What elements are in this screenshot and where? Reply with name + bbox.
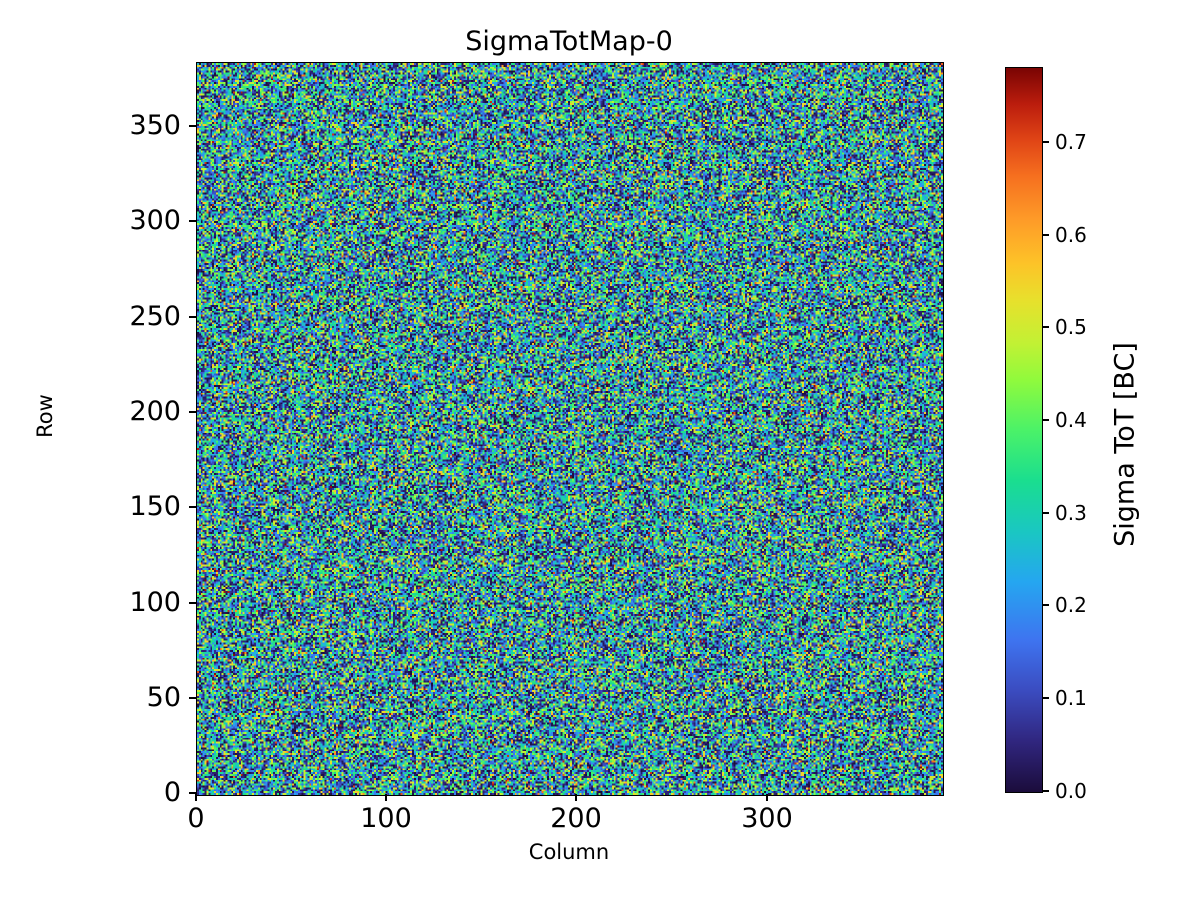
colorbar-tick-mark xyxy=(1042,697,1049,699)
x-axis-tick-label: 300 xyxy=(741,803,793,834)
colorbar-tick-mark xyxy=(1042,141,1049,143)
colorbar-tick-label: 0.5 xyxy=(1055,315,1087,339)
colorbar-tick-mark xyxy=(1042,234,1049,236)
colorbar-tick-mark xyxy=(1042,419,1049,421)
y-axis-tick-label: 100 xyxy=(129,587,181,618)
y-axis-tick-mark xyxy=(189,602,196,604)
colorbar-label: Sigma ToT [BC] xyxy=(1109,342,1141,547)
y-axis-tick-mark xyxy=(189,411,196,413)
y-axis-tick-label: 300 xyxy=(129,205,181,236)
colorbar-tick-mark xyxy=(1042,326,1049,328)
y-axis-tick-label: 150 xyxy=(129,491,181,522)
x-axis-tick-label: 100 xyxy=(360,803,412,834)
x-axis-tick-label: 200 xyxy=(550,803,602,834)
y-axis-tick-label: 0 xyxy=(163,777,181,808)
heatmap-plot-area[interactable] xyxy=(196,62,944,796)
colorbar-tick-label: 0.6 xyxy=(1055,223,1087,247)
x-axis-tick-mark xyxy=(195,794,197,801)
heatmap-image xyxy=(197,63,943,795)
y-axis-tick-mark xyxy=(189,506,196,508)
x-axis-label: Column xyxy=(528,840,610,864)
y-axis-label: Row xyxy=(33,394,57,438)
colorbar-tick-mark xyxy=(1042,604,1049,606)
colorbar-tick-label: 0.0 xyxy=(1055,779,1087,803)
page-title: SigmaTotMap-0 xyxy=(465,26,673,57)
y-axis-tick-mark xyxy=(189,697,196,699)
x-axis-tick-mark xyxy=(575,794,577,801)
y-axis-tick-mark xyxy=(189,220,196,222)
colorbar-tick-label: 0.1 xyxy=(1055,686,1087,710)
x-axis-tick-mark xyxy=(766,794,768,801)
y-axis-tick-mark xyxy=(189,792,196,794)
colorbar-tick-label: 0.4 xyxy=(1055,408,1087,432)
colorbar-tick-label: 0.2 xyxy=(1055,593,1087,617)
y-axis-tick-mark xyxy=(189,125,196,127)
y-axis-tick-mark xyxy=(189,316,196,318)
y-axis-tick-label: 350 xyxy=(129,110,181,141)
y-axis-tick-label: 50 xyxy=(146,682,181,713)
colorbar-tick-label: 0.3 xyxy=(1055,501,1087,525)
colorbar[interactable] xyxy=(1005,67,1043,793)
colorbar-gradient xyxy=(1006,68,1042,792)
x-axis-tick-mark xyxy=(385,794,387,801)
y-axis-tick-label: 250 xyxy=(129,301,181,332)
colorbar-tick-mark xyxy=(1042,512,1049,514)
colorbar-tick-label: 0.7 xyxy=(1055,130,1087,154)
x-axis-tick-label: 0 xyxy=(187,803,205,834)
colorbar-tick-mark xyxy=(1042,790,1049,792)
y-axis-tick-label: 200 xyxy=(129,396,181,427)
